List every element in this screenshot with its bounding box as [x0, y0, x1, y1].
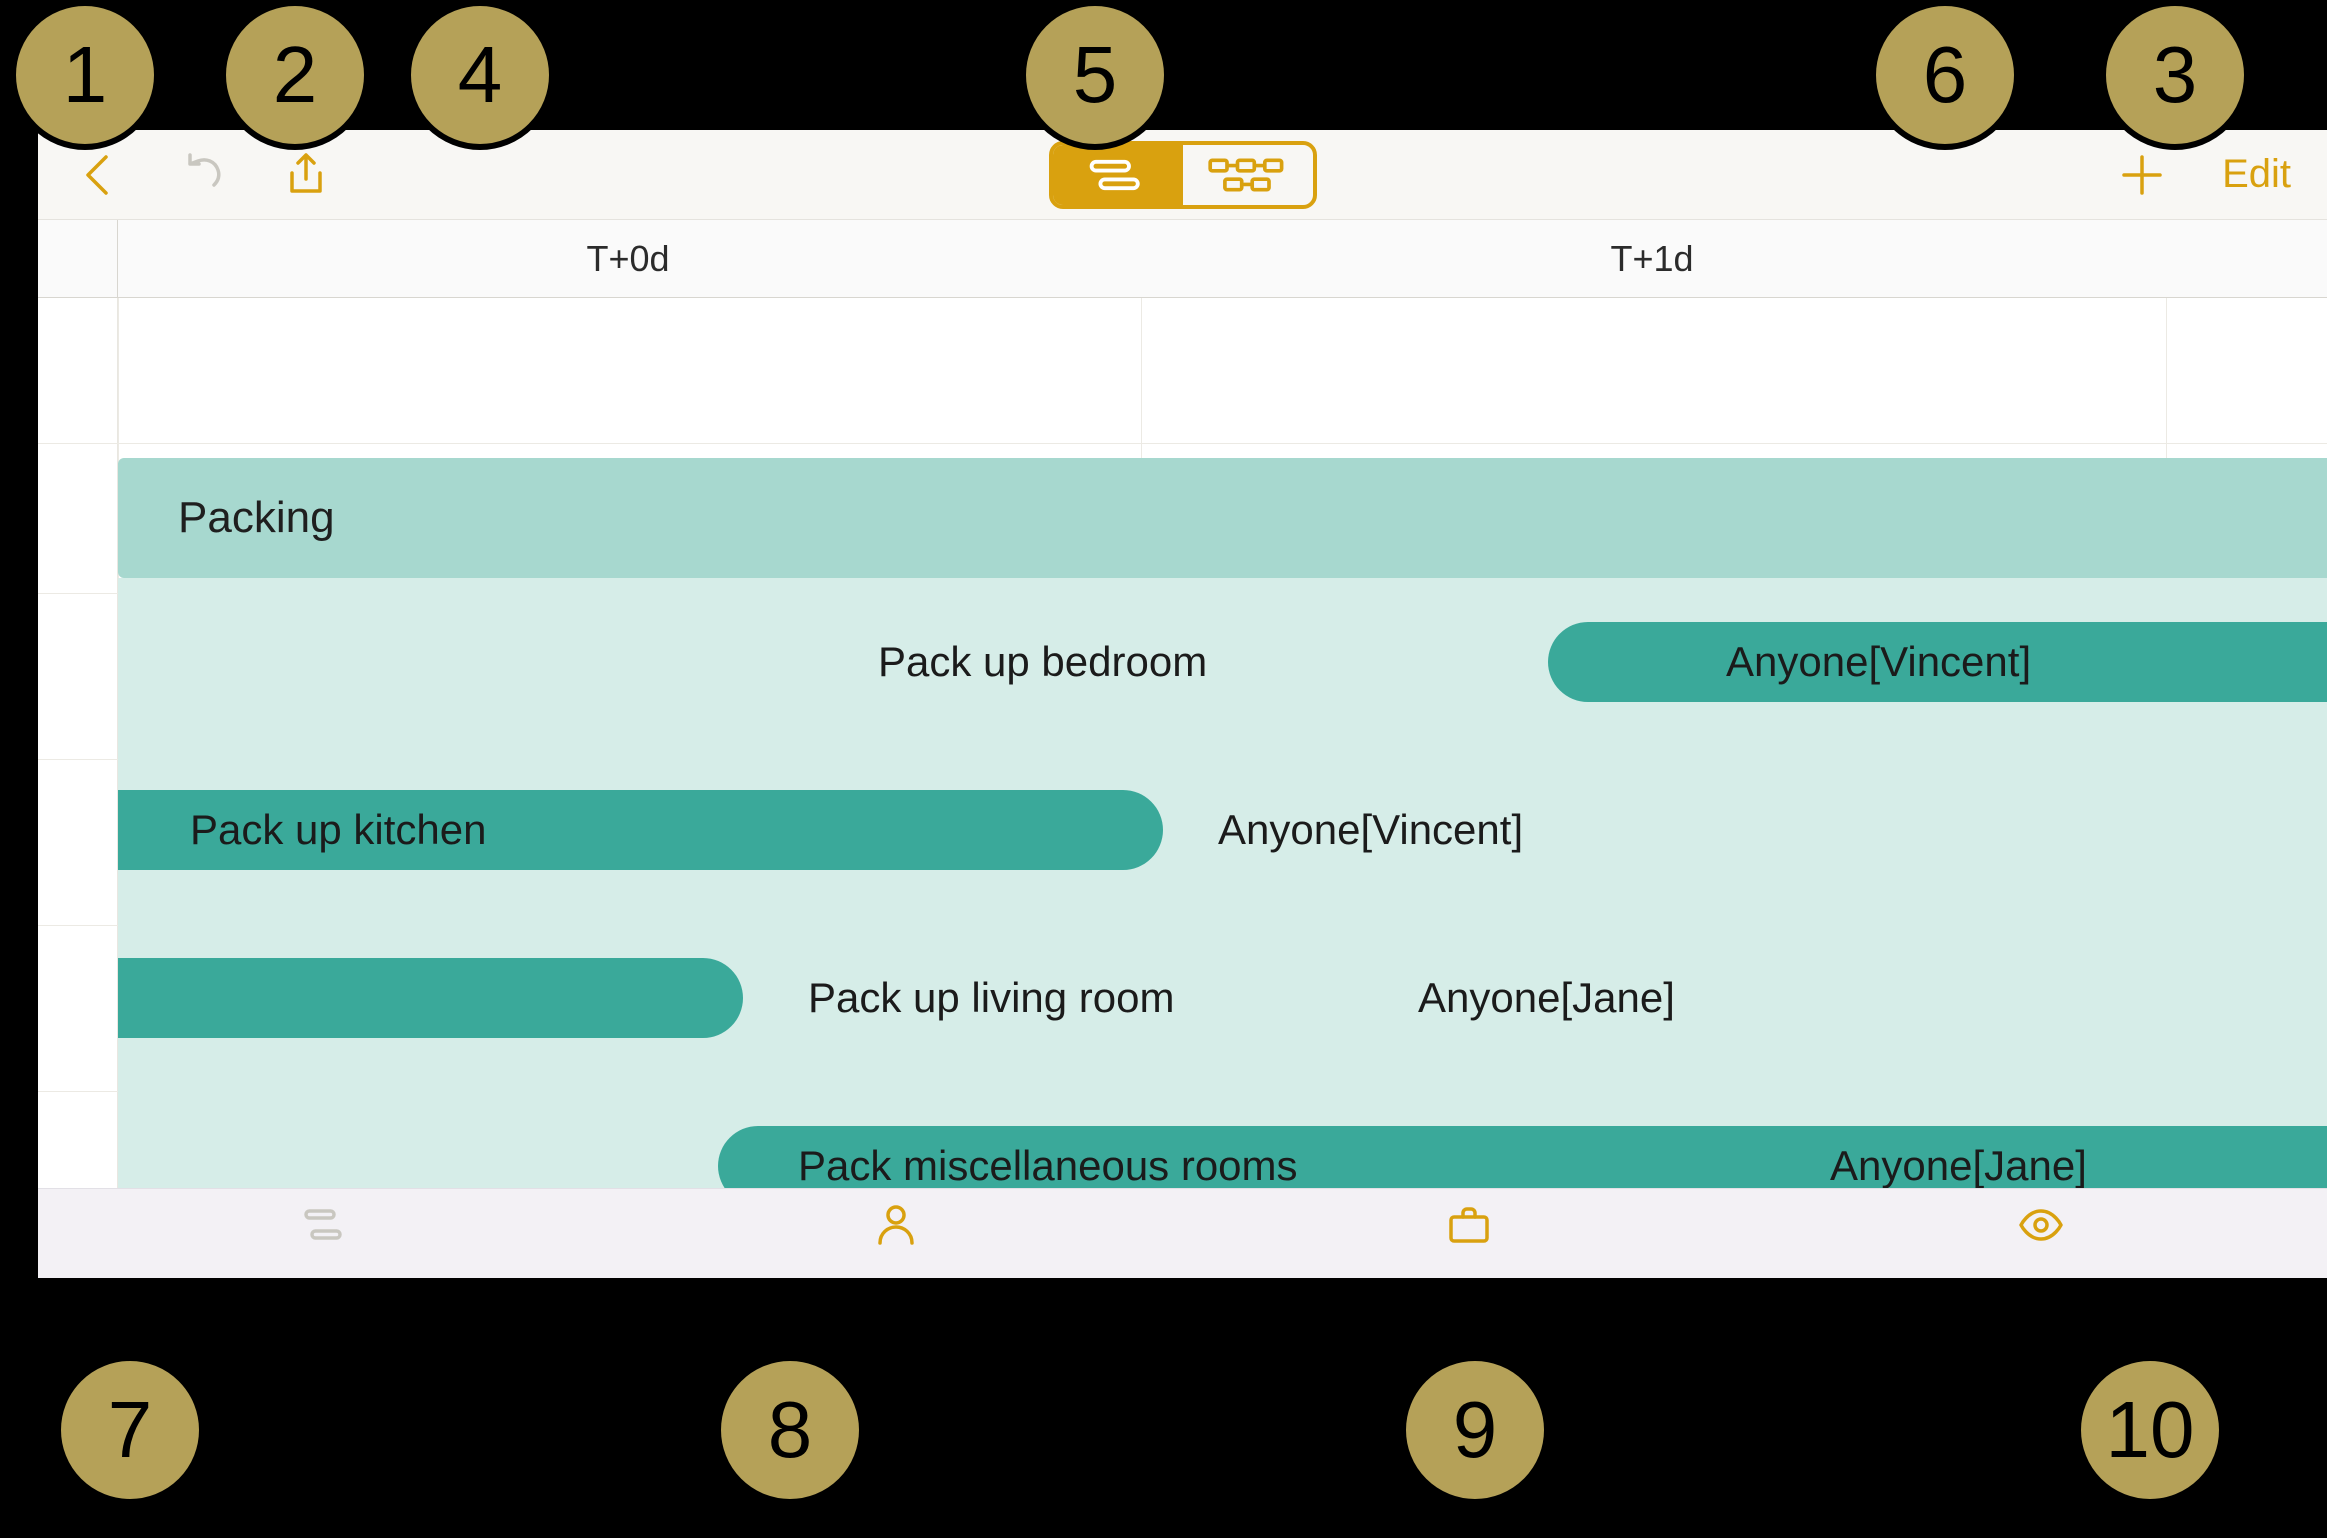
- gantt-group-bar[interactable]: Packing: [118, 458, 2327, 578]
- tab-view[interactable]: [1755, 1189, 2327, 1278]
- gantt-task-assignee: Anyone[Vincent]: [1726, 638, 2031, 686]
- segmented-gantt-option[interactable]: [1183, 145, 1313, 205]
- share-button[interactable]: [274, 143, 338, 207]
- callout-badge: 3: [2100, 0, 2250, 150]
- tab-people[interactable]: [610, 1189, 1182, 1278]
- gantt-rowhead-column: [38, 298, 118, 1188]
- gantt-task-label: Pack up bedroom: [878, 638, 1207, 686]
- callout-badge: 9: [1400, 1355, 1550, 1505]
- gantt-task-assignee: Anyone[Vincent]: [1218, 806, 1523, 854]
- callout-badge: 5: [1020, 0, 1170, 150]
- callout-badge: 6: [1870, 0, 2020, 150]
- bottom-tabbar: [38, 1188, 2327, 1278]
- gantt-view-icon: [1206, 153, 1290, 197]
- gantt-area[interactable]: Packing Pack up bedroom Anyone[Vincent] Pac…: [38, 298, 2327, 1188]
- share-icon: [282, 151, 330, 199]
- person-icon: [872, 1201, 920, 1249]
- eye-icon: [2017, 1201, 2065, 1249]
- timeline-header: T+0d T+1d: [38, 220, 2327, 298]
- gantt-task-assignee: Anyone[Jane]: [1418, 974, 1675, 1022]
- callout-badge: 1: [10, 0, 160, 150]
- top-toolbar: Edit: [38, 130, 2327, 220]
- outline-view-icon: [1083, 153, 1153, 197]
- gantt-task-assignee: Anyone[Jane]: [1830, 1142, 2087, 1190]
- callout-badge: 2: [220, 0, 370, 150]
- callout-badge: 10: [2075, 1355, 2225, 1505]
- gantt-gridline-horizontal: [38, 443, 2327, 444]
- timeline-header-rowhead: [38, 220, 118, 297]
- outline-icon: [300, 1201, 348, 1249]
- back-button[interactable]: [66, 143, 130, 207]
- segmented-outline-option[interactable]: [1053, 145, 1183, 205]
- gantt-task-label: Pack miscellaneous rooms: [798, 1142, 1298, 1190]
- callout-badge: 7: [55, 1355, 205, 1505]
- timeline-day-label: T+1d: [1610, 238, 1693, 280]
- gantt-task-bar[interactable]: [118, 958, 743, 1038]
- tab-outline[interactable]: [38, 1189, 610, 1278]
- plus-icon: [2118, 151, 2166, 199]
- app-window: Edit T+0d T+1d Packing Pack up bedroom Anyo…: [38, 130, 2327, 1278]
- chevron-left-icon: [74, 151, 122, 199]
- briefcase-icon: [1445, 1201, 1493, 1249]
- add-button[interactable]: [2110, 143, 2174, 207]
- letterbox-bottom: [0, 1278, 2327, 1538]
- callout-badge: 4: [405, 0, 555, 150]
- callout-badge: 8: [715, 1355, 865, 1505]
- tab-resources[interactable]: [1183, 1189, 1755, 1278]
- gantt-task-label: Pack up kitchen: [190, 806, 487, 854]
- timeline-day-label: T+0d: [586, 238, 669, 280]
- undo-icon: [178, 151, 226, 199]
- view-segmented-control[interactable]: [1049, 141, 1317, 209]
- undo-button[interactable]: [170, 143, 234, 207]
- edit-button[interactable]: Edit: [2214, 152, 2299, 197]
- gantt-task-label: Pack up living room: [808, 974, 1175, 1022]
